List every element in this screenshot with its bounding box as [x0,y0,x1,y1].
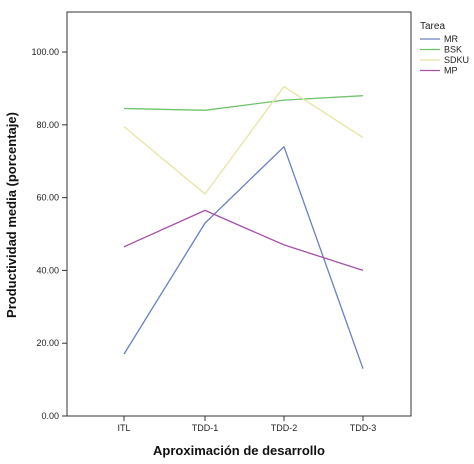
legend-label-mp: MP [444,66,458,76]
series-line-mp [123,209,364,272]
y-tick-label: 0.00 [41,411,59,421]
series-line-bsk [123,95,364,111]
legend-label-bsk: BSK [444,45,462,55]
legend-label-mr: MR [444,34,458,44]
x-tick-label: TDD-3 [350,423,377,433]
y-tick-label: 80.00 [36,120,59,130]
y-tick-label: 20.00 [36,338,59,348]
y-tick-label: 40.00 [36,265,59,275]
y-tick-label: 100.00 [31,47,59,57]
x-axis-title: Aproximación de desarrollo [153,443,325,458]
y-axis-title: Productividad media (porcentaje) [4,112,19,318]
legend-title: Tarea [420,21,445,32]
plot-frame [66,11,412,417]
x-tick-label: TDD-1 [192,423,219,433]
x-tick-label: TDD-2 [271,423,298,433]
series-line-sdku [123,85,364,195]
y-tick-label: 60.00 [36,193,59,203]
x-tick-label: ITL [117,423,130,433]
legend-label-sdku: SDKU [444,55,469,65]
